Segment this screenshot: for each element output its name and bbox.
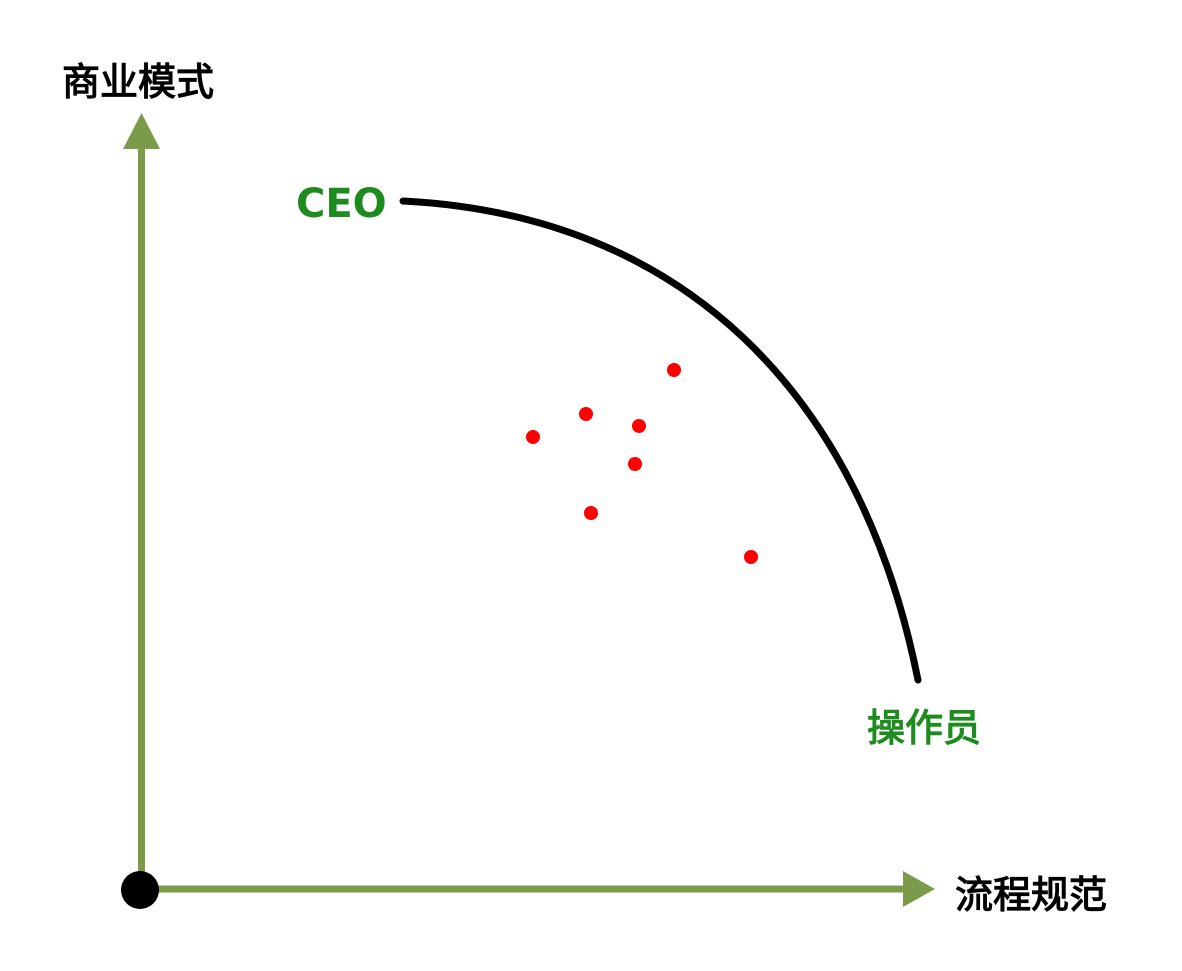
y-axis bbox=[123, 113, 160, 886]
x-axis bbox=[150, 871, 935, 907]
y-axis-label: 商业模式 bbox=[62, 60, 214, 104]
scatter-point bbox=[628, 457, 642, 471]
x-axis-arrowhead-icon bbox=[903, 871, 935, 907]
scatter-point bbox=[667, 363, 681, 377]
frontier-curve bbox=[399, 197, 922, 684]
origin-dot bbox=[121, 871, 159, 909]
y-axis-arrowhead-icon bbox=[123, 113, 160, 149]
x-axis-label: 流程规范 bbox=[955, 873, 1107, 917]
scatter-point bbox=[744, 550, 758, 564]
curve-label-operator: 操作员 bbox=[867, 706, 981, 750]
scatter-point bbox=[526, 430, 540, 444]
scatter-points bbox=[526, 363, 758, 564]
scatter-point bbox=[579, 407, 593, 421]
scatter-point bbox=[584, 506, 598, 520]
scatter-point bbox=[632, 419, 646, 433]
curve-label-ceo: CEO bbox=[296, 181, 387, 227]
